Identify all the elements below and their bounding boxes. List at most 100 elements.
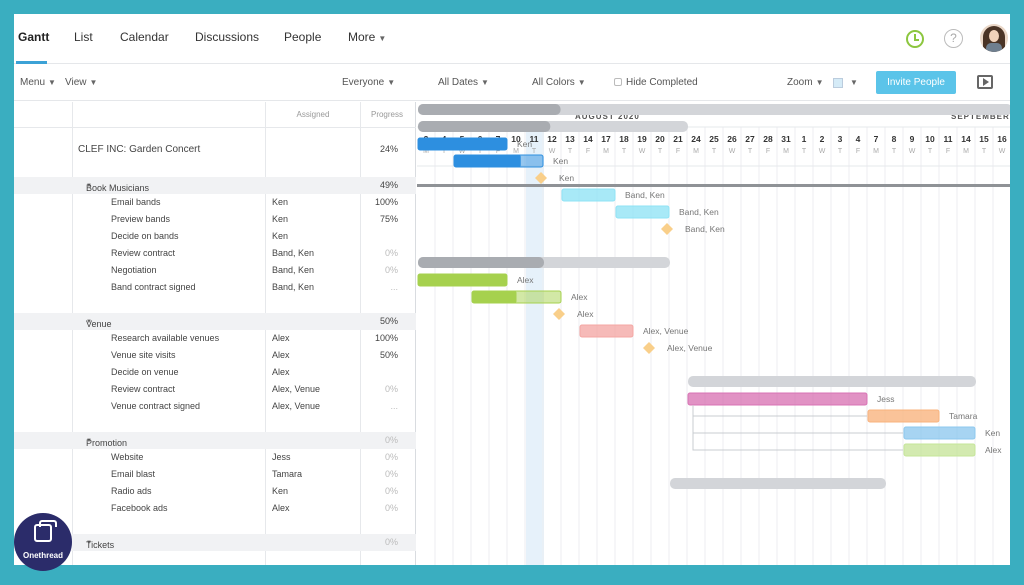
everyone-filter[interactable]: Everyone ▼ bbox=[342, 77, 395, 88]
milestone-diamond[interactable] bbox=[661, 223, 673, 235]
group-row[interactable]: ▼ Promotion 0% bbox=[14, 432, 416, 449]
day-letter: T bbox=[892, 148, 897, 155]
task-name: Email blast bbox=[111, 469, 156, 479]
task-row[interactable]: Review contract Alex, Venue 0% bbox=[14, 381, 416, 398]
task-bar-progress bbox=[418, 138, 507, 150]
cube-icon bbox=[34, 520, 57, 542]
tab-gantt[interactable]: Gantt bbox=[18, 30, 50, 44]
hide-completed-toggle[interactable]: Hide Completed bbox=[614, 77, 698, 88]
tab-people[interactable]: People bbox=[284, 30, 322, 44]
task-row[interactable]: Radio ads Ken 0% bbox=[14, 483, 416, 500]
hide-completed-label: Hide Completed bbox=[626, 77, 698, 88]
day-letter: T bbox=[838, 148, 843, 155]
day-number: 4 bbox=[856, 134, 861, 144]
triangle-down-icon[interactable]: ▼ bbox=[86, 319, 92, 325]
group-progress: 50% bbox=[379, 316, 398, 326]
chevron-down-icon: ▼ bbox=[815, 78, 824, 87]
task-row[interactable]: Venue contract signed Alex, Venue... bbox=[14, 398, 416, 415]
tab-list[interactable]: List bbox=[74, 30, 93, 44]
task-row[interactable]: Website Jess 0% bbox=[14, 449, 416, 466]
dates-filter[interactable]: All Dates ▼ bbox=[438, 77, 489, 88]
day-number: 21 bbox=[673, 134, 683, 144]
task-row[interactable]: Preview bands Ken 75% bbox=[14, 211, 416, 228]
tab-more[interactable]: More ▼ bbox=[348, 30, 386, 44]
chevron-down-icon[interactable]: ▼ bbox=[850, 78, 858, 87]
day-number: 25 bbox=[709, 134, 719, 144]
day-letter: T bbox=[748, 148, 753, 155]
task-row[interactable]: Facebook ads Alex 0% bbox=[14, 500, 416, 517]
dates-label: All Dates bbox=[438, 77, 479, 88]
month-label: AUGUST 2020 bbox=[575, 112, 640, 121]
bar-label: Alex, Venue bbox=[643, 326, 689, 336]
zoom-dropdown[interactable]: Zoom ▼ bbox=[787, 77, 823, 88]
task-row[interactable]: Decide on bands Ken bbox=[14, 228, 416, 245]
avatar[interactable] bbox=[980, 24, 1008, 52]
day-letter: M bbox=[603, 148, 609, 155]
task-progress: 0% bbox=[384, 469, 398, 479]
day-number: 13 bbox=[565, 134, 575, 144]
dependency-line bbox=[692, 405, 903, 451]
task-row[interactable]: Research available venues Alex 100% bbox=[14, 330, 416, 347]
day-letter: F bbox=[766, 148, 770, 155]
gantt-app: Gantt List Calendar Discussions People M… bbox=[14, 14, 1010, 565]
triangle-down-icon[interactable]: ▼ bbox=[86, 438, 92, 444]
presentation-icon[interactable] bbox=[977, 75, 993, 89]
group-label: Book Musicians bbox=[86, 183, 150, 193]
view-dropdown[interactable]: View ▼ bbox=[65, 77, 97, 88]
column-divider bbox=[360, 102, 361, 565]
checkbox-icon bbox=[614, 78, 622, 86]
menu-dropdown[interactable]: Menu ▼ bbox=[20, 77, 56, 88]
project-row[interactable]: CLEF INC: Garden Concert 24% bbox=[14, 141, 416, 158]
column-divider bbox=[265, 102, 266, 565]
color-picker-icon[interactable] bbox=[833, 78, 843, 88]
group-summary-progress bbox=[418, 104, 561, 115]
day-letter: F bbox=[946, 148, 950, 155]
task-bar-fill bbox=[562, 189, 615, 201]
day-number: 9 bbox=[910, 134, 915, 144]
colors-filter[interactable]: All Colors ▼ bbox=[532, 77, 586, 88]
triangle-down-icon[interactable]: ▼ bbox=[86, 540, 92, 546]
task-row[interactable]: Email bands Ken 100% bbox=[14, 194, 416, 211]
tab-calendar[interactable]: Calendar bbox=[120, 30, 169, 44]
day-number: 28 bbox=[763, 134, 773, 144]
task-row[interactable]: Review contract Band, Ken 0% bbox=[14, 245, 416, 262]
day-letter: W bbox=[999, 148, 1006, 155]
clock-icon[interactable] bbox=[906, 30, 924, 48]
group-row[interactable]: ▼ Tickets 0% bbox=[14, 534, 416, 551]
task-row[interactable]: Negotiation Band, Ken 0% bbox=[14, 262, 416, 279]
task-bar-progress bbox=[418, 274, 507, 286]
triangle-down-icon[interactable]: ▼ bbox=[86, 183, 92, 189]
day-letter: T bbox=[712, 148, 717, 155]
project-name: CLEF INC: Garden Concert bbox=[78, 144, 201, 155]
invite-people-button[interactable]: Invite People bbox=[876, 71, 956, 94]
task-row[interactable]: Email blast Tamara 0% bbox=[14, 466, 416, 483]
milestone-diamond[interactable] bbox=[643, 342, 655, 354]
day-letter: W bbox=[819, 148, 826, 155]
task-name: Band contract signed bbox=[111, 282, 196, 292]
task-name: Venue site visits bbox=[111, 350, 176, 360]
task-row[interactable]: Band contract signed Band, Ken... bbox=[14, 279, 416, 296]
active-tab-indicator bbox=[16, 61, 47, 64]
task-row[interactable]: Venue site visits Alex 50% bbox=[14, 347, 416, 364]
task-bar-fill bbox=[904, 427, 975, 439]
day-letter: F bbox=[856, 148, 860, 155]
day-letter: M bbox=[873, 148, 879, 155]
project-progress: 24% bbox=[379, 144, 398, 154]
group-row[interactable]: ▼ Book Musicians 49% bbox=[14, 177, 416, 194]
task-progress: 0% bbox=[384, 503, 398, 513]
milestone-diamond[interactable] bbox=[535, 172, 547, 184]
day-letter: T bbox=[928, 148, 933, 155]
day-letter: W bbox=[639, 148, 646, 155]
task-row[interactable]: Decide on venue Alex bbox=[14, 364, 416, 381]
group-row[interactable]: ▼ Venue 50% bbox=[14, 313, 416, 330]
milestone-diamond[interactable] bbox=[553, 308, 565, 320]
help-icon[interactable]: ? bbox=[944, 29, 963, 48]
chevron-down-icon: ▼ bbox=[48, 78, 56, 87]
day-number: 16 bbox=[997, 134, 1007, 144]
day-number: 31 bbox=[781, 134, 791, 144]
bar-label: Alex bbox=[571, 292, 588, 302]
task-progress: 0% bbox=[384, 248, 398, 258]
day-letter: W bbox=[909, 148, 916, 155]
tab-discussions[interactable]: Discussions bbox=[195, 30, 260, 44]
tab-more-label: More bbox=[348, 30, 376, 44]
